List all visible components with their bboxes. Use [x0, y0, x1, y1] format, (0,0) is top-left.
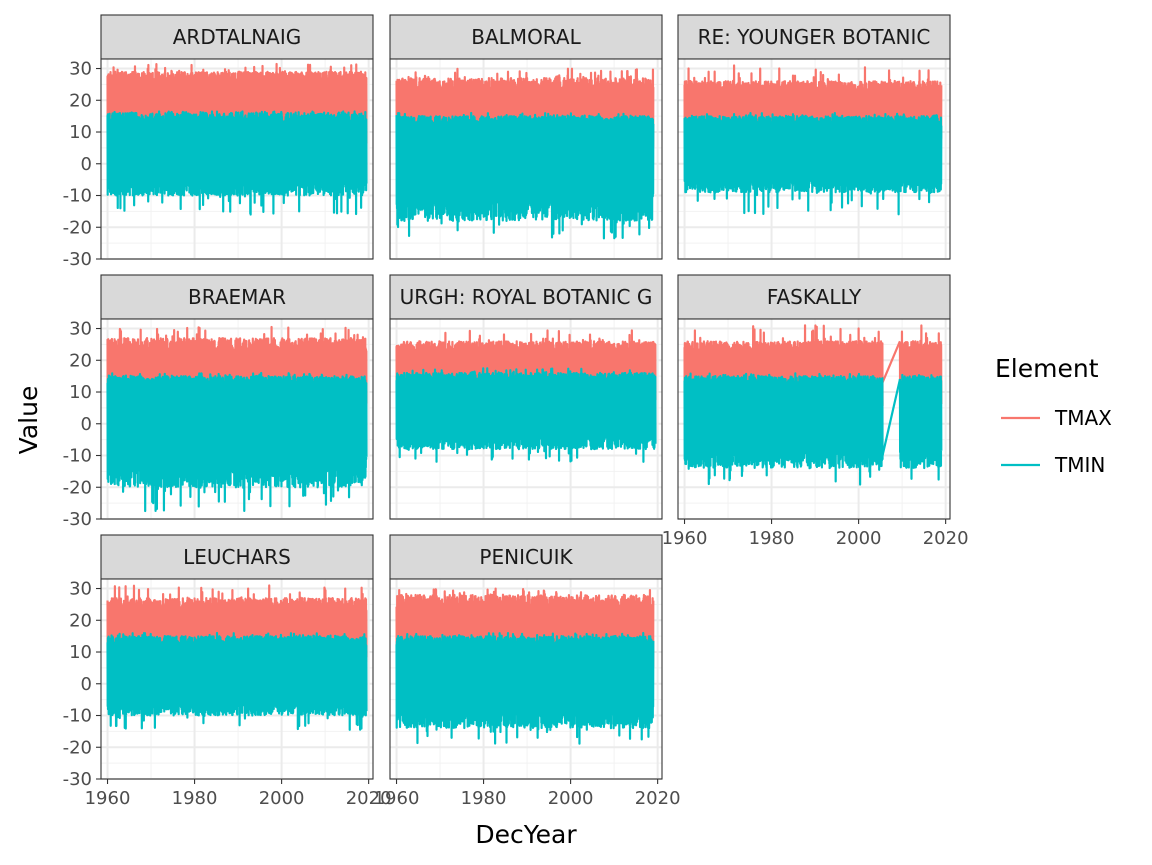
- y-tick-label: -10: [63, 186, 92, 207]
- series-line: [106, 371, 368, 513]
- y-tick-label: -20: [63, 477, 92, 498]
- y-tick-label: 0: [81, 154, 92, 175]
- facet-strip-label: RE: YOUNGER BOTANIC: [698, 25, 931, 49]
- y-tick-label: 30: [69, 579, 92, 600]
- panel-border: [100, 578, 374, 780]
- gap-connector: [881, 379, 902, 456]
- facet-panel: FASKALLY 1960 1980 2000 2020: [662, 274, 969, 549]
- legend-label: TMIN: [1054, 453, 1105, 477]
- series-line: [683, 372, 884, 486]
- panel-border: [389, 58, 663, 260]
- x-tick-label: 1980: [172, 788, 218, 809]
- series-tmin: [106, 110, 368, 216]
- x-tick-label: 2000: [836, 528, 882, 549]
- series-tmin: [106, 371, 368, 513]
- legend-title: Element: [995, 354, 1099, 383]
- legend: Element TMAX TMIN: [995, 354, 1112, 477]
- y-tick-label: 10: [69, 382, 92, 403]
- y-tick-label: 10: [69, 642, 92, 663]
- y-tick-label: -30: [63, 249, 92, 270]
- series-line: [106, 110, 368, 216]
- y-tick-label: -10: [63, 446, 92, 467]
- x-tick-label: 1960: [374, 788, 420, 809]
- facet-panel: RE: YOUNGER BOTANIC: [677, 14, 951, 260]
- panel-border: [389, 318, 663, 520]
- series-tmin: [683, 372, 943, 486]
- x-tick-label: 2020: [635, 788, 681, 809]
- series-tmin: [395, 631, 655, 745]
- series-line: [106, 631, 368, 731]
- x-tick-label: 1960: [85, 788, 131, 809]
- series-tmin: [395, 111, 655, 240]
- legend-label: TMAX: [1054, 406, 1112, 430]
- facet-panel: URGH: ROYAL BOTANIC G: [389, 274, 663, 520]
- series-line: [395, 111, 655, 240]
- x-tick-label: 2020: [923, 528, 969, 549]
- facet-panel: BRAEMAR -30 -20 -10 0 10 20 30: [63, 274, 374, 530]
- facet-strip: [100, 534, 374, 580]
- legend-item-tmin: TMIN: [1001, 453, 1105, 477]
- facet-panel: ARDTALNAIG -30 -20 -10 0 10 20 30: [63, 14, 374, 270]
- facet-strip-label: FASKALLY: [767, 285, 862, 309]
- legend-items: TMAX TMIN: [1001, 406, 1112, 477]
- legend-item-tmax: TMAX: [1001, 406, 1112, 430]
- x-tick-label: 1980: [461, 788, 507, 809]
- facet-strip-label: URGH: ROYAL BOTANIC G: [400, 285, 653, 309]
- y-tick-label: 10: [69, 122, 92, 143]
- y-tick-label: 0: [81, 414, 92, 435]
- facet-strip: [677, 274, 951, 320]
- y-tick-label: 20: [69, 350, 92, 371]
- facet-strip: [389, 534, 663, 580]
- gap-connector: [881, 340, 901, 383]
- panel-border: [389, 578, 663, 780]
- x-tick-label: 2000: [259, 788, 305, 809]
- series-line: [683, 111, 943, 216]
- y-tick-label: -20: [63, 737, 92, 758]
- x-tick-label: 2020: [346, 788, 392, 809]
- series-tmin: [106, 631, 368, 731]
- x-tick-label: 1980: [749, 528, 795, 549]
- panel-border: [677, 58, 951, 260]
- y-tick-label: 0: [81, 674, 92, 695]
- panel-border: [677, 318, 951, 520]
- y-tick-label: 30: [69, 59, 92, 80]
- y-axis-title: Value: [14, 386, 43, 455]
- y-tick-label: 20: [69, 610, 92, 631]
- series-line: [395, 631, 655, 745]
- facet-strip: [389, 14, 663, 60]
- facet-strip-label: BRAEMAR: [188, 285, 286, 309]
- facet-strip-label: LEUCHARS: [183, 545, 291, 569]
- facet-panel: BALMORAL: [389, 14, 663, 260]
- facet-strip-label: PENICUIK: [479, 545, 573, 569]
- y-tick-label: 20: [69, 90, 92, 111]
- panel-border: [100, 58, 374, 260]
- x-tick-label: 2000: [548, 788, 594, 809]
- x-tick-label: 1960: [662, 528, 708, 549]
- facet-strip: [100, 14, 374, 60]
- series-line: [395, 367, 657, 463]
- panel-border: [100, 318, 374, 520]
- y-tick-label: -10: [63, 706, 92, 727]
- facet-panel: LEUCHARS -30 -20 -10 0 10 20 30 1960 1980 2000 2020: [63, 534, 392, 809]
- series-tmin: [683, 111, 943, 216]
- series-tmin: [395, 367, 657, 463]
- y-tick-label: -30: [63, 769, 92, 790]
- x-axis-title: DecYear: [475, 820, 577, 849]
- facet-panels: ARDTALNAIG -30 -20 -10 0 10 20 30 BALMORAL RE: YO…: [63, 14, 969, 809]
- series-line: [898, 373, 943, 481]
- y-tick-label: -20: [63, 217, 92, 238]
- facet-strip-label: BALMORAL: [471, 25, 581, 49]
- y-tick-label: -30: [63, 509, 92, 530]
- y-tick-label: 30: [69, 319, 92, 340]
- facet-strip-label: ARDTALNAIG: [173, 25, 302, 49]
- facet-panel: PENICUIK 1960 1980 2000 2020: [374, 534, 681, 809]
